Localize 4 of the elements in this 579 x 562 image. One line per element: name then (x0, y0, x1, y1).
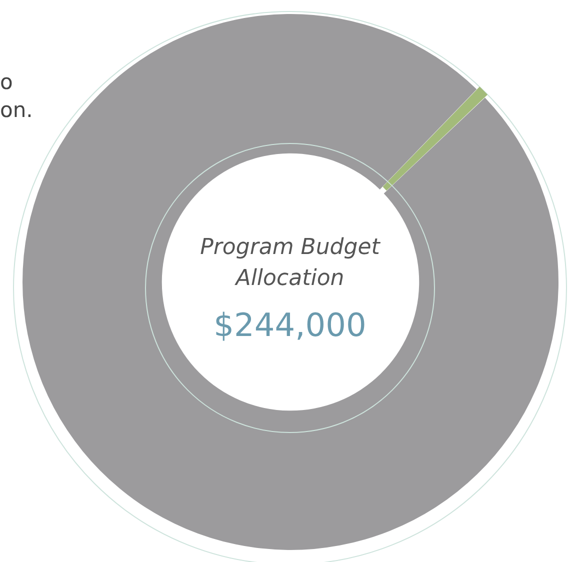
text: Program Budget Allocation (199, 234, 382, 293)
text: $244,000 (212, 306, 368, 344)
text: o (0, 70, 13, 94)
text: on. (0, 98, 33, 122)
